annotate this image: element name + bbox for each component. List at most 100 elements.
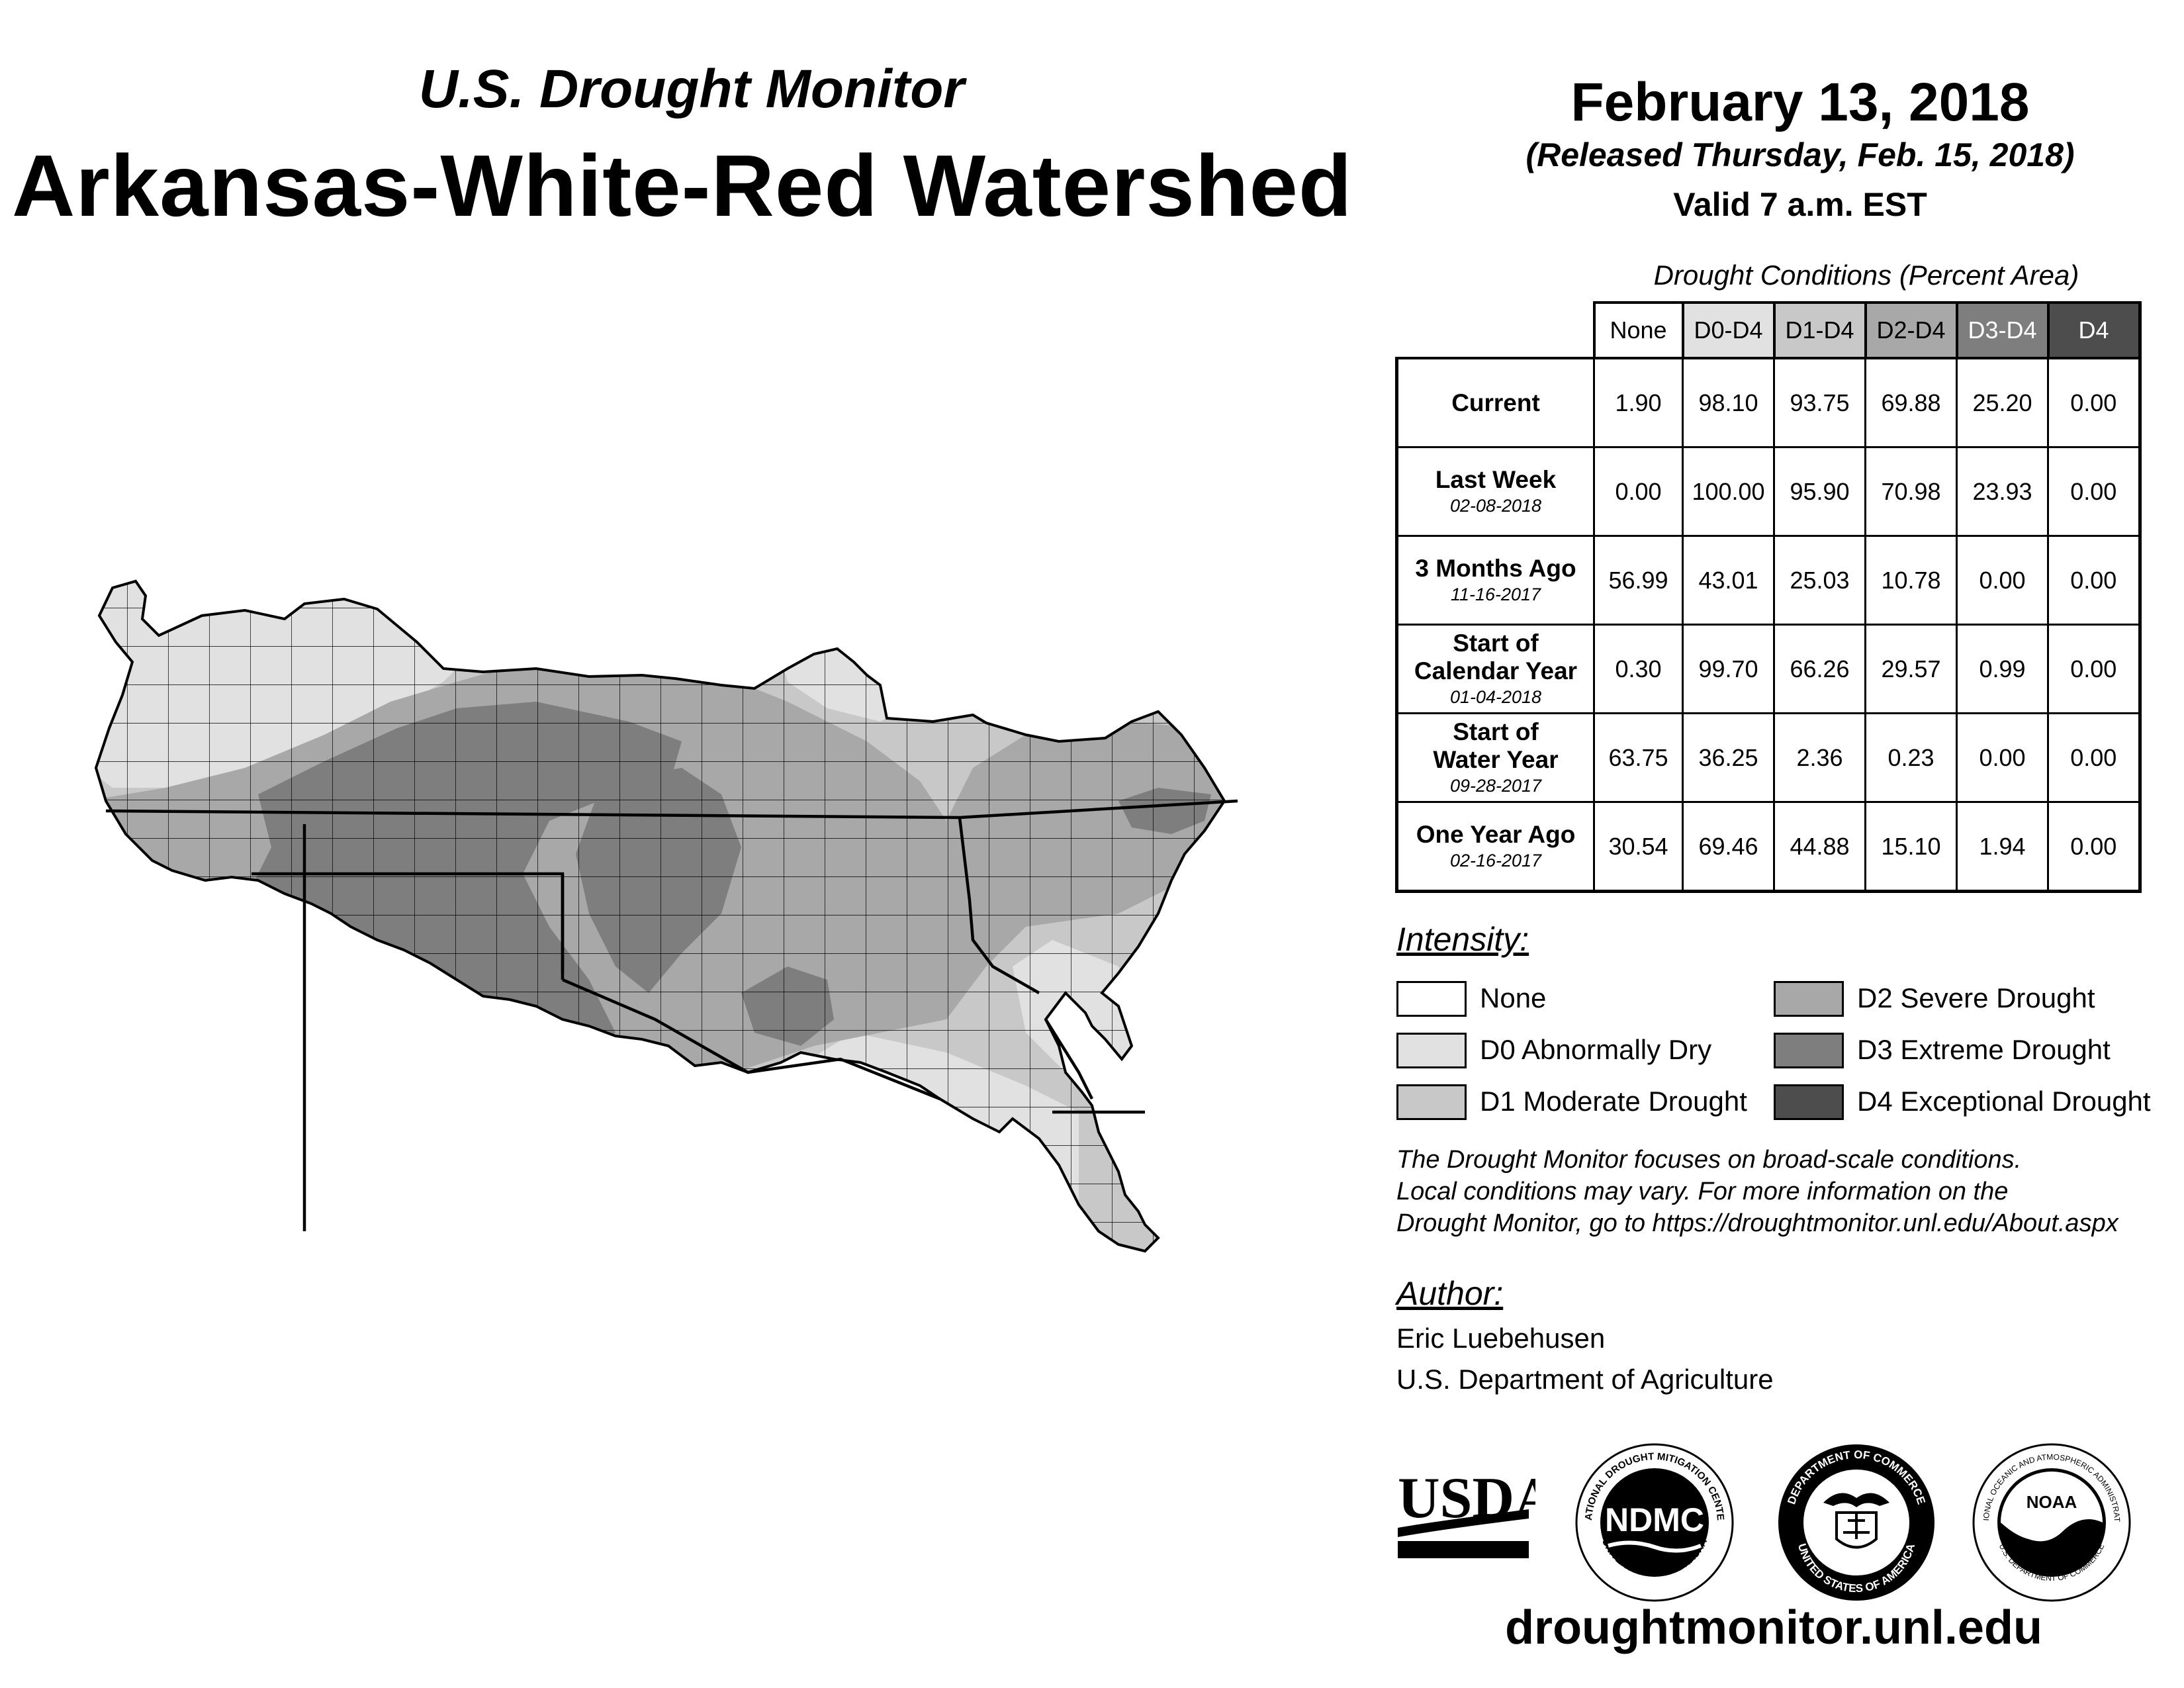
release-date: (Released Thursday, Feb. 15, 2018): [1525, 136, 2075, 173]
table-row-current: Current 1.90 98.10 93.75 69.88 25.20 0.0…: [1395, 357, 2142, 448]
row-label-text: Start of Water Year: [1433, 718, 1559, 773]
row-label-text: Current: [1451, 389, 1540, 416]
legend-label: D0 Abnormally Dry: [1480, 1034, 1712, 1065]
row-label: 3 Months Ago 11-16-2017: [1395, 535, 1595, 626]
row-label-text: One Year Ago: [1416, 820, 1576, 848]
table-cell: 69.88: [1864, 357, 1958, 448]
drought-conditions-table: None D0-D4 D1-D4 D2-D4 D3-D4 D4 Current …: [1395, 301, 2142, 893]
table-cell: 56.99: [1593, 535, 1684, 626]
table-cell: 0.00: [2047, 801, 2142, 893]
table-cell: 0.00: [1956, 712, 2049, 803]
table-cell: 98.10: [1682, 357, 1775, 448]
author-title: Author:: [1396, 1275, 1504, 1312]
table-cell: 43.01: [1682, 535, 1775, 626]
column-header-none: None: [1592, 301, 1684, 359]
column-header-d1-d4: D1-D4: [1772, 301, 1867, 359]
table-row-last-week: Last Week 02-08-2018 0.00 100.00 95.90 70…: [1395, 446, 2142, 537]
legend-label: None: [1480, 982, 1547, 1013]
table-cell: 69.46: [1682, 801, 1775, 893]
row-date: 11-16-2017: [1450, 584, 1541, 604]
noaa-bird-icon: [2001, 1472, 2103, 1542]
row-label: Current: [1395, 357, 1595, 448]
usda-bar: [1398, 1541, 1529, 1558]
doc-seal-logo: DEPARTMENT OF COMMERCE UNITED STATES OF …: [1778, 1444, 1934, 1601]
note-line: Local conditions may vary. For more info…: [1396, 1178, 2009, 1205]
table-cell: 23.93: [1956, 446, 2049, 537]
table-cell: 66.26: [1773, 624, 1866, 714]
row-label: Last Week 02-08-2018: [1395, 446, 1595, 537]
legend-label: D3 Extreme Drought: [1857, 1034, 2111, 1065]
map-title: Arkansas-White-Red Watershed: [12, 137, 1353, 234]
legend-label: D1 Moderate Drought: [1480, 1086, 1747, 1117]
row-label-text: 3 Months Ago: [1415, 554, 1576, 582]
legend-swatch: [1774, 1033, 1844, 1068]
drought-map: [94, 579, 1238, 1253]
valid-time: Valid 7 a.m. EST: [1673, 186, 1927, 223]
column-header-d2-d4: D2-D4: [1864, 301, 1958, 359]
table-cell: 0.00: [1956, 535, 2049, 626]
table-cell: 63.75: [1593, 712, 1684, 803]
table-cell: 1.94: [1956, 801, 2049, 893]
watershed-outline: [94, 579, 1226, 1253]
table-cell: 0.00: [1593, 446, 1684, 537]
noaa-logo: NATIONAL OCEANIC AND ATMOSPHERIC ADMINIS…: [1969, 1440, 2131, 1602]
map-subtitle: U.S. Drought Monitor: [418, 59, 965, 119]
county-boundaries: [96, 581, 1224, 1251]
table-row-3-months-ago: 3 Months Ago 11-16-2017 56.99 43.01 25.03…: [1395, 535, 2142, 626]
table-cell: 44.88: [1773, 801, 1866, 893]
ndmc-logo: NATIONAL DROUGHT MITIGATION CENTER UNIVE…: [1572, 1440, 1734, 1602]
row-date: 02-16-2017: [1449, 850, 1542, 870]
row-label-text: Start of Calendar Year: [1414, 629, 1578, 684]
table-cell: 70.98: [1864, 446, 1958, 537]
row-date: 01-04-2018: [1449, 686, 1542, 707]
table-cell: 29.57: [1864, 624, 1958, 714]
row-label-text: Last Week: [1435, 465, 1557, 493]
table-row-one-year-ago: One Year Ago 02-16-2017 30.54 69.46 44.88…: [1395, 801, 2142, 893]
table-cell: 25.20: [1956, 357, 2049, 448]
legend-swatch: [1774, 1084, 1844, 1120]
table-cell: 100.00: [1682, 446, 1775, 537]
legend-label: D2 Severe Drought: [1857, 982, 2095, 1013]
table-cell: 0.23: [1864, 712, 1958, 803]
table-corner: [1396, 303, 1594, 359]
row-date: 02-08-2018: [1449, 495, 1542, 516]
table-row-start-of-calendar-year: Start of Calendar Year 01-04-2018 0.30 99…: [1395, 624, 2142, 714]
note-line: The Drought Monitor focuses on broad-sca…: [1396, 1146, 2022, 1174]
table-cell: 2.36: [1773, 712, 1866, 803]
legend-swatch: [1396, 1033, 1467, 1068]
table-cell: 1.90: [1593, 357, 1684, 448]
usda-swoosh: [1398, 1509, 1529, 1537]
table-cell: 0.00: [2047, 712, 2142, 803]
website-url[interactable]: droughtmonitor.unl.edu: [1505, 1601, 2042, 1654]
table-cell: 0.00: [2047, 357, 2142, 448]
legend-title: Intensity:: [1396, 921, 1529, 958]
table-cell: 95.90: [1773, 446, 1866, 537]
table-cell: 30.54: [1593, 801, 1684, 893]
table-cell: 0.30: [1593, 624, 1684, 714]
legend-swatch: [1396, 981, 1467, 1017]
ship-icon: [1843, 1514, 1870, 1539]
table-cell: 0.00: [2047, 535, 2142, 626]
table-cell: 93.75: [1773, 357, 1866, 448]
legend-swatch: [1396, 1084, 1467, 1120]
table-caption: Drought Conditions (Percent Area): [1653, 259, 2079, 291]
column-header-d0-d4: D0-D4: [1681, 301, 1776, 359]
table-cell: 15.10: [1864, 801, 1958, 893]
row-date: 09-28-2017: [1449, 775, 1542, 796]
usda-logo: USDA: [1398, 1466, 1535, 1558]
column-header-d4: D4: [2046, 301, 2142, 359]
legend-swatch: [1774, 981, 1844, 1017]
table-cell: 0.00: [2047, 446, 2142, 537]
table-header-row: None D0-D4 D1-D4 D2-D4 D3-D4 D4: [1396, 301, 2142, 359]
valid-date: February 13, 2018: [1570, 72, 2030, 132]
row-label: One Year Ago 02-16-2017: [1395, 801, 1595, 893]
noaa-logo-text: NOAA: [2026, 1492, 2077, 1512]
eagle-icon: [1823, 1493, 1889, 1507]
table-cell: 10.78: [1864, 535, 1958, 626]
ndmc-logo-text: NDMC: [1605, 1501, 1704, 1538]
table-cell: 25.03: [1773, 535, 1866, 626]
table-cell: 99.70: [1682, 624, 1775, 714]
info-note: The Drought Monitor focuses on broad-sca…: [1396, 1144, 2171, 1239]
table-cell: 0.99: [1956, 624, 2049, 714]
table-row-start-of-water-year: Start of Water Year 09-28-2017 63.75 36.2…: [1395, 712, 2142, 803]
